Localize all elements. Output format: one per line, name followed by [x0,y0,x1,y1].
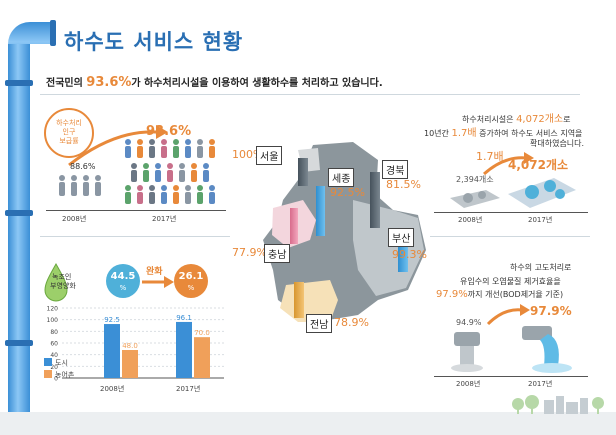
region-busan-label: 부산 [388,228,415,247]
region-jeonnam-value: 78.9% [334,316,369,329]
region-sejong-value: 92.5% [330,186,365,199]
chart-tick-label: 40 [50,352,58,359]
chart-bar-city [176,321,192,378]
region-chungnam-label: 충남 [264,244,291,263]
relief-label: 완화 [146,267,163,277]
facilities-baseline [434,212,588,213]
region-pillar-gyeongbuk [370,172,380,228]
quality-line1: 하수의 고도처리로 [510,263,572,272]
legend-rural-label: 농어촌 [55,371,75,379]
chart-data-label: 92.5 [104,316,120,324]
subtitle-prefix: 전국민의 [46,78,87,89]
facilities-count-2017: 4,072개소 [508,158,569,172]
pipe-2008-icon [451,332,483,372]
quality-baseline [434,376,588,377]
quality-value-2017: 97.9% [530,304,572,318]
skyline-icon [512,395,604,414]
chart-year-2017: 2017년 [176,385,201,393]
region-gyeongbuk-value: 81.5% [386,178,421,191]
quality-line3: 97.9%까지 개선(BOD제거율 기준) [436,289,564,300]
chart-tick-label: 120 [47,306,59,313]
region-sejong-label: 세종 [328,168,355,187]
people-2008-icon [59,175,101,196]
facilities-ratio: 1.7배 [476,150,504,163]
chart-tick-label: 60 [50,341,58,348]
quality-year-2017: 2017년 [528,380,553,388]
page-title: 하수도 서비스 현황 [64,30,244,54]
region-gyeongbuk-label: 경북 [382,160,409,179]
chart-tick-label: 80 [50,329,58,336]
chart-data-label: 70.0 [194,329,210,337]
facilities-line2: 10년간 1.7배 증가하여 하수도 서비스 지역을 [424,128,583,139]
chart-bar-rural [194,337,210,378]
chart-bar-city [104,324,120,378]
region-pillar-chungnam [290,208,298,244]
header-divider [40,94,580,95]
population-baseline [46,210,226,211]
eutrophication-label-1: 녹조인 [52,273,72,281]
pipe-joint [5,340,33,346]
eutrophication-value-before: 44.5 [110,271,136,282]
facilities-arrow-icon [482,152,534,176]
eutrophication-before-badge: 44.5 % [106,264,140,298]
region-pillar-jeonnam [294,282,304,318]
eutrophication-bar-chart: 120 100 80 60 40 20 0 92.5 48.0 96.170.0 [47,306,224,383]
chart-year-2008: 2008년 [100,385,125,393]
facilities-line3: 확대하였습니다. [530,139,585,148]
chart-tick-label: 0 [54,376,58,383]
pipe-joint [5,210,33,216]
pipe-2017-icon [522,326,572,373]
plant-2017-icon [508,178,576,208]
quality-line2: 유입수의 오염물질 제거효율을 [460,277,561,286]
population-badge: 하수처리 인구 보급률 [44,108,94,158]
facilities-year-2008: 2008년 [458,216,483,224]
eutrophication-after-badge: 26.1 % [174,264,208,298]
region-pillar-seoul [298,158,308,186]
legend-city-label: 도시 [55,359,68,367]
region-chungnam-value: 77.9% [232,246,267,259]
eutrophication-value-after: 26.1 [178,271,204,282]
chart-tick-label: 20 [50,364,58,371]
section-divider [430,236,590,237]
quality-year-2008: 2008년 [456,380,481,388]
pipe-vertical [8,44,30,435]
chart-data-label: 96.1 [176,314,192,322]
chart-bar-rural [122,350,138,378]
plant-2008-icon [450,190,500,208]
region-seoul-label: 서울 [256,146,283,165]
population-value-2008: 88.6% [70,162,96,171]
page-subtitle: 전국민의 93.6%가 하수처리시설을 이용하여 생활하수를 처리하고 있습니다… [46,74,383,90]
legend-city-swatch [44,358,52,366]
legend-rural-swatch [44,370,52,378]
chart-tick-label: 100 [47,317,59,324]
population-value-2017: 93.6% [146,124,192,139]
pipe-joint [5,80,33,86]
water-drop-icon [44,262,68,302]
subtitle-highlight: 93.6% [86,75,132,90]
facilities-count-2008: 2,394개소 [456,175,494,184]
pipe-flange [50,20,56,46]
growth-arrow-icon [68,125,168,167]
quality-arrow-icon [486,304,530,326]
relief-arrow-icon [142,276,174,288]
region-pillar-sejong [316,186,325,236]
quality-value-2008: 94.9% [456,318,482,327]
subtitle-suffix: 가 하수처리시설을 이용하여 생활하수를 처리하고 있습니다. [131,78,383,89]
facilities-year-2017: 2017년 [528,216,553,224]
people-2017-icon [125,139,215,204]
section-divider [40,236,230,237]
facilities-line1: 하수처리시설은 4,072개소로 [462,114,571,125]
population-year-2008: 2008년 [62,215,87,223]
region-pillar-busan [398,232,408,272]
region-busan-value: 99.3% [392,248,427,261]
eutrophication-label-2: 부영양화 [50,282,76,290]
region-jeonnam-label: 전남 [306,314,333,333]
chart-data-label: 48.0 [122,342,138,350]
ground-strip [0,412,616,435]
population-year-2017: 2017년 [152,215,177,223]
